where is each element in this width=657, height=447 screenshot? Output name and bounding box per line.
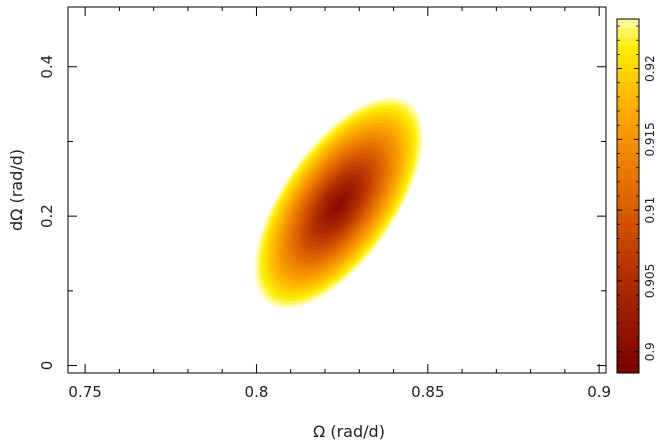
colorbar-swatch <box>617 178 639 188</box>
y-axis-label: dΩ (rad/d) <box>7 149 26 231</box>
colorbar-swatch <box>617 337 639 347</box>
colorbar-swatch <box>617 213 639 224</box>
colorbar-swatch <box>617 45 639 55</box>
colorbar-swatch <box>617 169 639 179</box>
colorbar-ticks: 0.9 0.905 0.91 0.915 0.92 <box>617 25 657 367</box>
colorbar-swatch <box>617 98 639 108</box>
x-axis: 0.75 0.8 0.85 0.9 <box>68 7 611 401</box>
x-tick-label: 0.85 <box>411 383 444 401</box>
colorbar-swatch <box>617 319 639 330</box>
colorbar-swatch <box>617 266 639 277</box>
colorbar-tick-label: 0.9 <box>643 342 657 361</box>
colorbar-swatch <box>617 302 639 312</box>
colorbar-swatch <box>617 63 639 73</box>
y-tick-label: 0.4 <box>38 55 56 79</box>
colorbar-swatch <box>617 284 639 294</box>
colorbar-swatch <box>617 231 639 241</box>
y-tick-label: 0.2 <box>38 204 56 228</box>
colorbar-swatch <box>617 187 639 197</box>
colorbar-swatch <box>617 346 639 356</box>
colorbar: 0.9 0.905 0.91 0.915 0.92 <box>616 18 657 374</box>
colorbar-swatch <box>617 204 639 215</box>
x-axis-label: Ω (rad/d) <box>313 422 385 441</box>
colorbar-swatch <box>617 355 639 365</box>
x-tick-label: 0.9 <box>587 383 611 401</box>
colorbar-swatch <box>617 142 639 153</box>
colorbar-swatch <box>617 27 639 38</box>
colorbar-swatch <box>617 196 639 206</box>
colorbar-swatch <box>617 240 639 250</box>
colorbar-swatch <box>617 107 639 117</box>
colorbar-tick-label: 0.91 <box>643 197 657 224</box>
colorbar-swatch <box>617 328 639 339</box>
colorbar-swatch <box>617 275 639 285</box>
plot-frame <box>67 6 607 374</box>
colorbar-swatch <box>617 311 639 321</box>
colorbar-tick-label: 0.905 <box>643 264 657 298</box>
colorbar-swatch <box>617 222 639 232</box>
colorbar-swatch <box>617 89 639 100</box>
colorbar-swatch <box>617 80 639 91</box>
colorbar-swatch <box>617 364 639 374</box>
colorbar-swatch <box>617 160 639 170</box>
colorbar-swatch <box>617 257 639 268</box>
x-tick-label: 0.75 <box>68 383 101 401</box>
contour-band <box>333 198 344 212</box>
colorbar-swatch <box>617 116 639 126</box>
colorbar-swatch <box>617 125 639 135</box>
y-axis: 0 0.2 0.4 <box>38 55 606 370</box>
contour-layer <box>255 97 423 308</box>
colorbar-swatch <box>617 151 639 162</box>
colorbar-tick-label: 0.92 <box>643 55 657 82</box>
colorbar-swatches <box>617 19 639 374</box>
colorbar-swatch <box>617 249 639 259</box>
colorbar-swatch <box>617 134 639 144</box>
colorbar-swatch <box>617 72 639 82</box>
y-tick-label: 0 <box>38 361 56 371</box>
colorbar-tick-label: 0.915 <box>643 122 657 156</box>
colorbar-swatch <box>617 54 639 64</box>
colorbar-swatch <box>617 293 639 303</box>
x-tick-label: 0.8 <box>245 383 269 401</box>
colorbar-swatch <box>617 19 639 29</box>
colorbar-swatch <box>617 36 639 47</box>
